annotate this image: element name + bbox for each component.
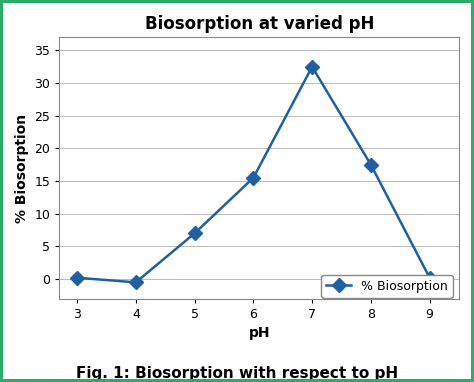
Y-axis label: % Biosorption: % Biosorption xyxy=(15,113,29,223)
% Biosorption xyxy=(192,231,198,236)
% Biosorption xyxy=(368,162,374,167)
% Biosorption xyxy=(74,275,80,280)
Legend: % Biosorption: % Biosorption xyxy=(321,275,453,298)
% Biosorption xyxy=(251,175,256,180)
% Biosorption xyxy=(309,65,315,69)
Text: Fig. 1: Biosorption with respect to pH: Fig. 1: Biosorption with respect to pH xyxy=(76,366,398,381)
Title: Biosorption at varied pH: Biosorption at varied pH xyxy=(145,15,374,33)
X-axis label: pH: pH xyxy=(248,326,270,340)
% Biosorption xyxy=(133,280,139,285)
% Biosorption xyxy=(427,275,432,280)
Line: % Biosorption: % Biosorption xyxy=(72,62,435,287)
